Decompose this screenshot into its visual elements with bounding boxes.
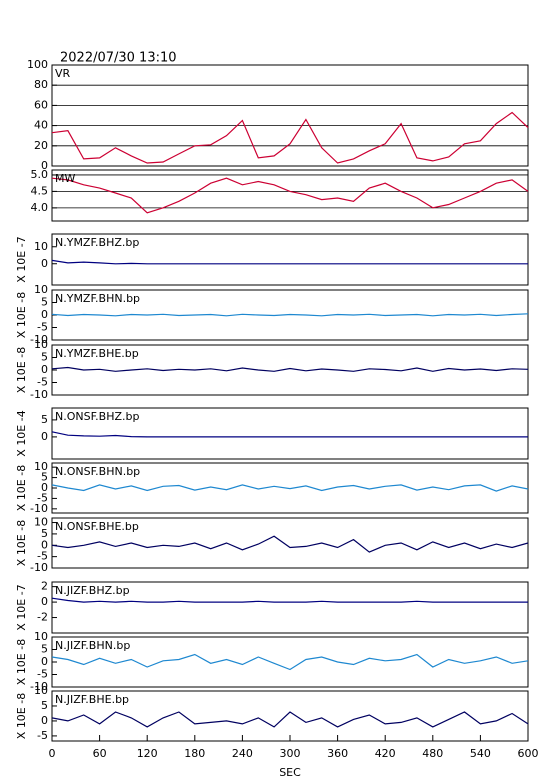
x-tick-label: 480 — [422, 747, 443, 760]
x-tick-label: 180 — [184, 747, 205, 760]
y-tick-label: -10 — [30, 502, 48, 515]
y-tick-label: 20 — [34, 139, 48, 152]
y-tick-label: 4.5 — [31, 184, 49, 197]
y-tick-label: -5 — [37, 376, 48, 389]
panel-label: N.YMZF.BHN.bp — [55, 292, 140, 305]
y-tick-label: 100 — [27, 58, 48, 71]
y-tick-label: 10 — [34, 283, 48, 296]
panel-label: VR — [55, 67, 71, 80]
panel-label: N.JIZF.BHE.bp — [55, 693, 129, 706]
y-tick-label: -10 — [30, 680, 48, 693]
series-line — [51, 484, 529, 492]
y-axis-label: X 10E -8 — [15, 465, 28, 511]
y-tick-label: -2 — [37, 611, 48, 624]
y-tick-label: 60 — [34, 98, 48, 111]
y-tick-label: 10 — [34, 338, 48, 351]
y-tick-label: 5 — [41, 296, 48, 309]
panel-label: N.ONSF.BHN.bp — [55, 465, 140, 478]
x-tick-label: 240 — [232, 747, 253, 760]
y-tick-label: 5.0 — [31, 168, 49, 181]
x-tick-label: 600 — [518, 747, 539, 760]
y-tick-label: 0 — [41, 159, 48, 172]
series-line — [51, 313, 529, 317]
y-tick-label: 5 — [41, 413, 48, 426]
x-tick-label: 60 — [93, 747, 107, 760]
y-tick-label: 0 — [41, 363, 48, 376]
panel-label: MW — [55, 172, 75, 185]
panel-label: N.YMZF.BHE.bp — [55, 347, 139, 360]
x-tick-label: 360 — [327, 747, 348, 760]
y-tick-label: 5 — [41, 643, 48, 656]
x-tick-label: 300 — [280, 747, 301, 760]
series-line — [51, 111, 529, 164]
y-axis-label: X 10E -8 — [15, 520, 28, 566]
y-tick-label: 10 — [34, 460, 48, 473]
y-tick-label: 80 — [34, 78, 48, 91]
panel-label: N.JIZF.BHN.bp — [55, 639, 130, 652]
panel-label: N.ONSF.BHE.bp — [55, 520, 139, 533]
y-tick-label: 0 — [41, 538, 48, 551]
y-tick-label: 10 — [34, 240, 48, 253]
y-tick-label: 5 — [41, 351, 48, 364]
y-tick-label: 0 — [41, 308, 48, 321]
series-line — [51, 597, 528, 603]
series-line — [51, 259, 528, 265]
y-tick-label: 0 — [41, 257, 48, 270]
y-tick-label: -5 — [37, 550, 48, 563]
y-tick-label: -5 — [37, 729, 48, 742]
y-tick-label: -10 — [30, 388, 48, 401]
y-tick-label: -5 — [37, 491, 48, 504]
y-tick-label: 5 — [41, 527, 48, 540]
series-line — [51, 431, 528, 438]
y-axis-label: X 10E -4 — [15, 410, 28, 456]
x-tick-label: 540 — [470, 747, 491, 760]
y-tick-label: 5 — [41, 699, 48, 712]
y-tick-label: 4.0 — [31, 201, 49, 214]
y-tick-label: 40 — [34, 119, 48, 132]
y-tick-label: 10 — [34, 516, 48, 529]
y-tick-label: 0 — [41, 714, 48, 727]
plot-frame — [51, 233, 529, 286]
x-tick-label: 120 — [137, 747, 158, 760]
y-tick-label: 0 — [41, 481, 48, 494]
y-axis-label: X 10E -7 — [15, 584, 28, 630]
x-axis-label: SEC — [279, 766, 301, 779]
y-tick-label: -10 — [30, 333, 48, 346]
plot-frame — [51, 169, 529, 222]
series-line — [51, 711, 529, 728]
y-tick-label: 10 — [34, 684, 48, 697]
y-tick-label: 5 — [41, 471, 48, 484]
y-axis-label: X 10E -8 — [15, 347, 28, 393]
y-axis-label: X 10E -8 — [15, 693, 28, 739]
y-tick-label: 0 — [41, 595, 48, 608]
y-axis-label: X 10E -8 — [15, 639, 28, 685]
y-tick-label: 0 — [41, 430, 48, 443]
y-tick-label: -10 — [30, 561, 48, 574]
plot-frame — [51, 581, 529, 634]
y-axis-label: X 10E -8 — [15, 292, 28, 338]
panel-label: N.ONSF.BHZ.bp — [55, 410, 139, 423]
chart-title: 2022/07/30 13:10 — [60, 51, 177, 66]
series-line — [51, 366, 529, 372]
y-tick-label: 10 — [34, 630, 48, 643]
series-line — [51, 535, 529, 553]
x-tick-label: 0 — [49, 747, 56, 760]
x-tick-label: 420 — [375, 747, 396, 760]
y-tick-label: 0 — [41, 655, 48, 668]
series-line — [51, 177, 529, 214]
plot-frame — [51, 407, 529, 460]
y-axis-label: X 10E -7 — [15, 236, 28, 282]
panel-label: N.YMZF.BHZ.bp — [55, 236, 139, 249]
y-tick-label: 2 — [41, 580, 48, 593]
panel-label: N.JIZF.BHZ.bp — [55, 584, 130, 597]
y-tick-label: -5 — [37, 668, 48, 681]
series-line — [51, 653, 529, 671]
y-tick-label: -5 — [37, 321, 48, 334]
